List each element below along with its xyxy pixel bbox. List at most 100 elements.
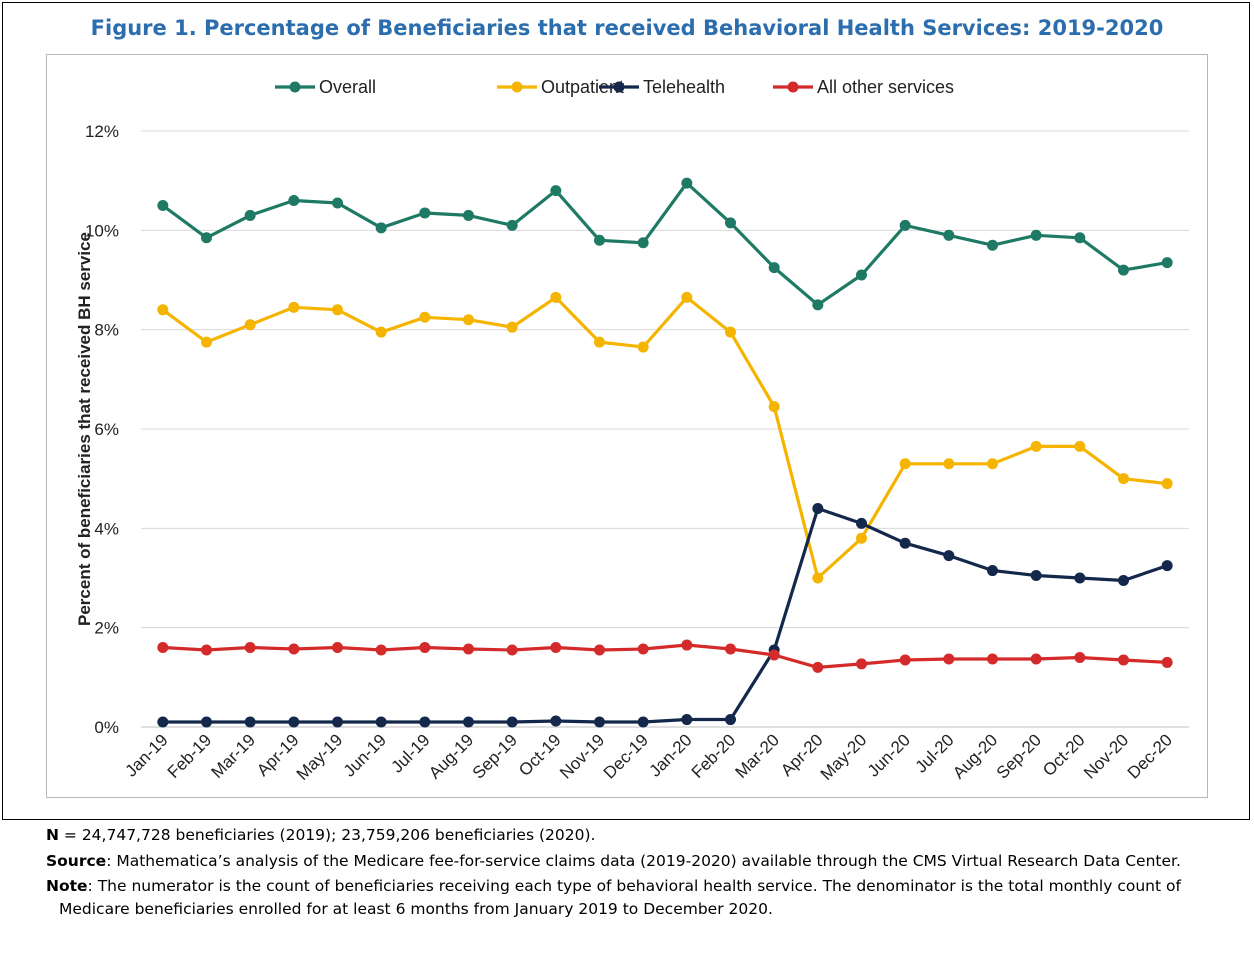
legend-swatch-marker: [511, 81, 523, 93]
y-tick-label: 10%: [85, 221, 119, 240]
data-point: [594, 234, 605, 246]
data-point: [419, 207, 431, 219]
legend-label: Overall: [319, 77, 376, 97]
series-overall: [157, 177, 1173, 311]
x-tick-label: May-20: [817, 730, 871, 784]
data-point: [463, 643, 474, 655]
x-tick-label: May-19: [293, 730, 347, 784]
data-point: [987, 565, 998, 577]
x-tick-labels: Jan-19Feb-19Mar-19Apr-19May-19Jun-19Jul-…: [121, 730, 1176, 784]
data-point: [1161, 656, 1173, 668]
data-point: [899, 654, 911, 666]
data-point: [1074, 572, 1086, 584]
data-point: [987, 239, 998, 251]
data-point: [463, 314, 474, 326]
data-point: [1030, 570, 1042, 582]
legend-item: All other services: [773, 77, 954, 97]
gridlines: [141, 130, 1189, 728]
data-point: [856, 517, 867, 529]
data-point: [332, 642, 343, 654]
data-point: [288, 195, 300, 207]
data-point: [201, 716, 212, 728]
data-point: [725, 326, 736, 338]
series-lines: [157, 177, 1173, 728]
data-point: [201, 336, 212, 348]
x-tick-label: Feb-19: [164, 730, 216, 782]
x-tick-label: Mar-20: [731, 730, 783, 782]
data-point: [375, 716, 387, 728]
data-point: [594, 716, 605, 728]
x-tick-label: Jun-19: [340, 730, 390, 780]
data-point: [1030, 653, 1042, 665]
data-point: [375, 644, 387, 656]
data-point: [943, 229, 955, 241]
data-point: [1030, 440, 1042, 452]
data-point: [550, 642, 562, 654]
data-point: [550, 291, 562, 303]
data-point: [157, 304, 169, 316]
y-tick-label: 2%: [94, 619, 119, 638]
data-point: [768, 649, 780, 661]
series-telehealth: [157, 502, 1173, 728]
data-point: [244, 642, 256, 654]
data-point: [681, 291, 693, 303]
y-axis-label: Percent of beneficiaries that received B…: [75, 232, 94, 626]
data-point: [157, 716, 169, 728]
series-outpatient: [157, 291, 1173, 584]
data-point: [157, 200, 169, 211]
note-source-text: : Mathematica’s analysis of the Medicare…: [106, 851, 1181, 870]
data-point: [375, 326, 387, 338]
data-point: [1161, 257, 1173, 269]
data-point: [768, 262, 780, 274]
x-tick-label: Oct-19: [515, 730, 565, 780]
legend-swatch-marker: [613, 81, 625, 93]
data-point: [1074, 440, 1086, 452]
data-point: [201, 644, 212, 656]
data-point: [725, 217, 736, 229]
data-point: [288, 301, 300, 313]
x-tick-label: Jun-20: [864, 730, 914, 780]
data-point: [637, 643, 649, 655]
data-point: [637, 716, 649, 728]
legend-swatch-marker: [787, 81, 799, 93]
data-point: [812, 502, 824, 514]
x-tick-label: Aug-20: [949, 730, 1001, 782]
y-tick-label: 12%: [85, 122, 119, 141]
x-tick-label: Dec-19: [600, 730, 652, 782]
data-point: [463, 209, 474, 221]
y-tick-label: 4%: [94, 519, 119, 538]
data-point: [1118, 264, 1129, 276]
data-point: [419, 716, 431, 728]
data-point: [681, 639, 693, 651]
data-point: [856, 269, 867, 281]
x-tick-label: Jan-20: [645, 730, 695, 780]
line-chart: 0% 2% 4% 6% 8% 10% 12% Jan-19Feb-19Mar-19Apr-1…: [75, 77, 1189, 784]
data-point: [332, 304, 343, 316]
data-point: [244, 319, 256, 331]
data-point: [157, 642, 169, 654]
x-tick-label: Mar-19: [207, 730, 259, 782]
legend-item: Overall: [275, 77, 376, 97]
data-point: [506, 219, 518, 231]
data-point: [244, 209, 256, 221]
data-point: [244, 716, 256, 728]
data-point: [812, 572, 824, 584]
data-point: [943, 550, 955, 562]
note-n: N = 24,747,728 beneficiaries (2019); 23,…: [46, 824, 1236, 847]
data-point: [550, 715, 562, 727]
data-point: [1074, 651, 1086, 663]
legend-label: Telehealth: [643, 77, 725, 97]
legend-item: Telehealth: [599, 77, 725, 97]
data-point: [550, 185, 562, 197]
data-point: [812, 299, 824, 311]
data-point: [1074, 232, 1086, 244]
chart-area: 0% 2% 4% 6% 8% 10% 12% Jan-19 Feb-19 Mar-19 Apr-1…: [46, 54, 1208, 798]
data-point: [681, 177, 693, 189]
series-all-other-services: [157, 639, 1173, 673]
data-point: [1030, 229, 1042, 241]
y-tick-label: 8%: [94, 321, 119, 340]
data-point: [856, 658, 867, 670]
x-tick-label: Sep-20: [993, 730, 1045, 782]
data-point: [899, 458, 911, 470]
legend-item: Outpatient: [497, 77, 624, 97]
